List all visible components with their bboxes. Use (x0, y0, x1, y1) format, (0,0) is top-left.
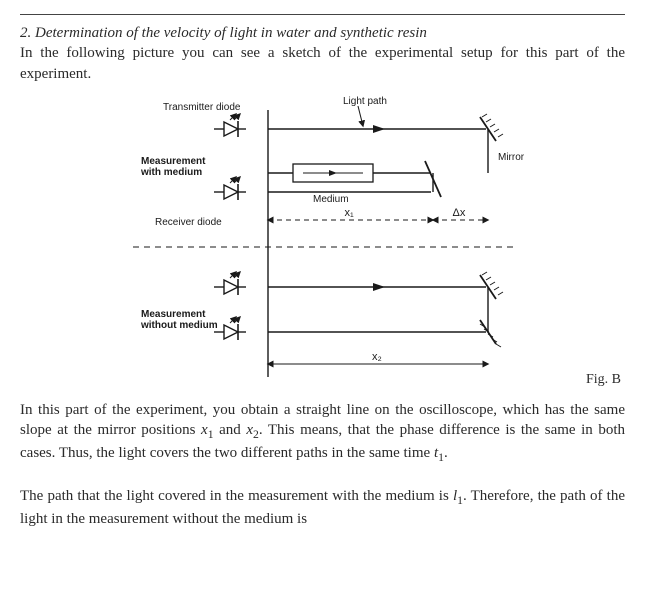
section-heading: 2. Determination of the velocity of ligh… (20, 23, 625, 43)
svg-text:Receiver diode: Receiver diode (155, 217, 222, 228)
paragraph-1: In this part of the experiment, you obta… (20, 400, 625, 466)
svg-text:x₂: x₂ (372, 351, 382, 363)
svg-text:Measurementwith medium: Measurementwith medium (140, 156, 206, 178)
figure-b-container: Transmitter diode Light path Measurementwi… (20, 92, 625, 392)
svg-text:Medium: Medium (313, 194, 349, 205)
svg-text:Mirror: Mirror (498, 152, 525, 163)
figure-caption: Fig. B (586, 371, 621, 390)
svg-text:Light path: Light path (343, 96, 387, 107)
svg-text:Transmitter diode: Transmitter diode (163, 102, 241, 113)
paragraph-2: The path that the light covered in the m… (20, 486, 625, 529)
svg-text:Δx: Δx (452, 207, 465, 219)
svg-text:Measurementwithout medium: Measurementwithout medium (140, 309, 218, 331)
intro-text: In the following picture you can see a s… (20, 43, 625, 84)
figure-b-diagram: Transmitter diode Light path Measurementwi… (103, 92, 543, 392)
svg-text:x₁: x₁ (344, 207, 354, 219)
